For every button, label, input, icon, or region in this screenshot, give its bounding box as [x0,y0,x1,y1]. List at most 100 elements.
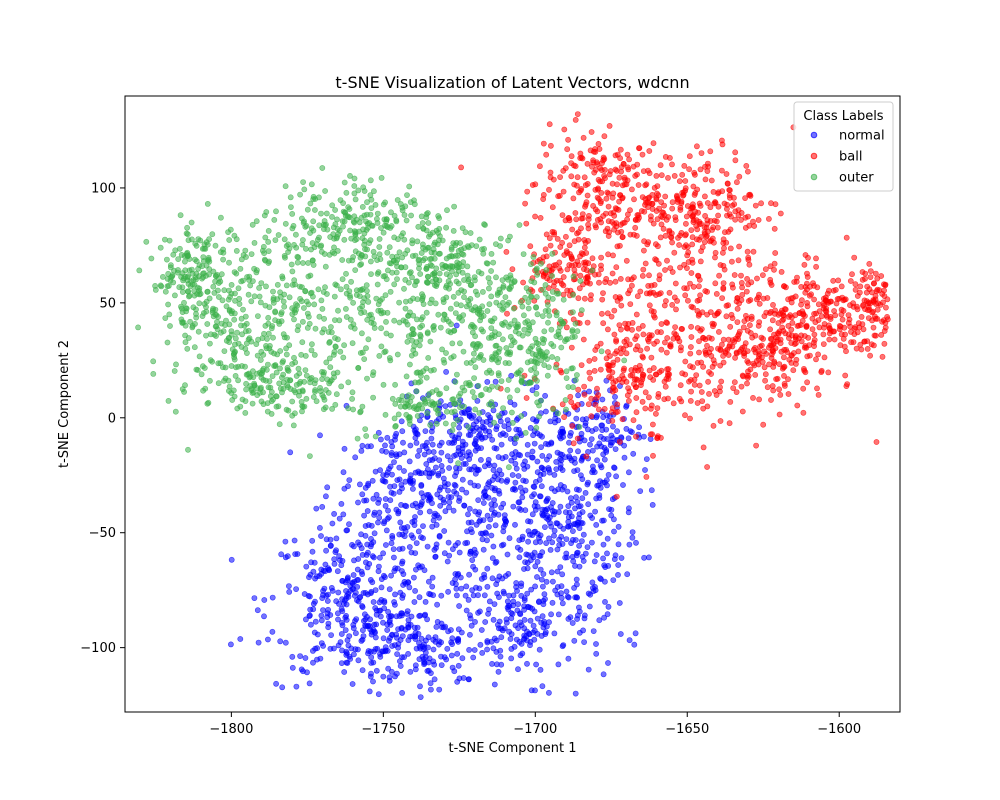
point-ball [800,409,807,416]
point-outer [483,260,490,266]
point-outer [201,245,208,252]
point-ball [845,312,852,318]
point-outer [505,237,511,244]
point-outer [350,254,356,260]
point-ball [726,343,733,350]
point-outer [188,266,195,273]
point-outer [327,324,334,330]
point-normal [370,554,377,561]
point-outer [299,237,306,243]
point-ball [686,378,692,385]
point-outer [262,322,269,329]
point-normal [359,627,366,634]
point-outer [375,269,382,276]
point-ball [720,262,727,269]
point-ball [792,312,799,319]
point-normal [508,615,515,622]
point-ball [645,167,651,174]
point-outer [378,343,385,350]
point-outer [182,382,188,389]
point-ball [617,221,624,228]
point-ball [655,243,661,250]
point-normal [338,500,345,507]
point-ball [850,300,856,307]
point-ball [584,319,591,326]
point-outer [276,320,283,327]
point-normal [611,516,617,523]
point-ball [744,248,751,255]
point-outer [246,277,252,283]
point-normal [472,619,478,625]
point-outer [303,372,310,379]
point-outer [310,218,317,225]
point-normal [608,439,614,446]
point-ball [679,326,685,332]
point-ball [870,280,877,287]
point-normal [416,613,423,619]
point-outer [352,267,359,273]
point-outer [534,360,541,367]
point-outer [408,212,414,219]
point-normal [612,552,619,559]
point-outer [348,323,354,330]
point-outer [430,246,437,253]
point-normal [338,631,345,637]
point-outer [308,246,314,253]
point-ball [690,217,697,224]
point-normal [448,639,455,646]
point-ball [582,239,589,246]
point-ball [740,373,747,380]
point-ball [635,182,642,188]
point-normal [566,455,573,461]
point-ball [694,297,701,304]
point-normal [485,456,492,463]
point-ball [771,225,778,232]
point-ball [663,298,669,304]
point-normal [572,690,579,697]
point-outer [464,272,471,279]
point-outer [325,329,332,335]
point-outer [219,297,226,304]
point-outer [355,364,362,371]
point-normal [548,504,554,510]
point-outer [499,336,506,343]
point-outer [265,314,272,321]
point-normal [632,630,639,637]
point-ball [588,413,595,420]
point-outer [546,312,553,319]
point-outer [358,330,365,337]
point-outer [450,396,457,403]
point-ball [630,417,637,424]
point-normal [633,539,639,546]
point-outer [265,227,272,234]
point-ball [623,350,630,357]
point-normal [523,478,529,485]
point-outer [570,309,576,315]
point-ball [612,378,619,384]
point-outer [238,278,245,285]
point-outer [383,223,390,229]
point-ball [640,354,646,361]
point-ball [752,371,759,378]
point-ball [687,280,693,287]
point-outer [450,227,457,234]
point-outer [363,287,370,294]
point-outer [578,307,585,314]
point-normal [403,503,410,510]
point-outer [563,406,569,413]
point-normal [410,574,417,581]
point-normal [515,666,521,673]
point-outer [518,378,525,385]
point-normal [328,632,334,638]
point-outer [242,409,249,416]
point-ball [732,149,739,156]
point-ball [804,353,811,360]
point-ball [642,405,649,412]
point-normal [356,541,363,548]
point-ball [641,208,648,215]
point-ball [667,342,673,349]
point-ball [691,381,698,388]
point-outer [528,278,535,284]
point-outer [136,267,143,274]
point-normal [570,537,576,543]
